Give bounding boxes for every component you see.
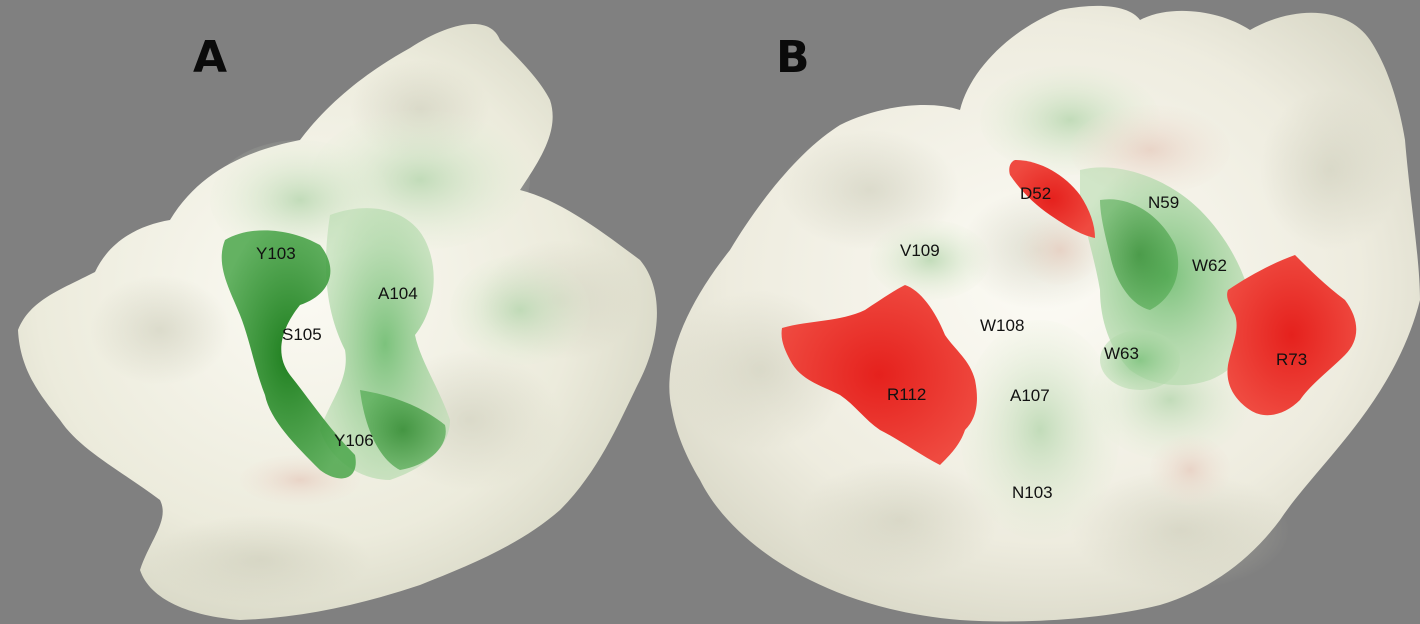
residue-label: R112 bbox=[887, 385, 926, 404]
residue-label: V109 bbox=[900, 241, 940, 260]
panel-a: A Y103 A104 S105 Y106 bbox=[18, 24, 657, 621]
residue-label: S105 bbox=[282, 325, 322, 344]
residue-label: D52 bbox=[1020, 184, 1051, 203]
residue-label: N59 bbox=[1148, 193, 1179, 212]
binding-site-dark-b bbox=[1100, 199, 1179, 310]
residue-label: W62 bbox=[1192, 256, 1227, 275]
charged-patch-r73 bbox=[1227, 255, 1357, 416]
residue-label: Y106 bbox=[334, 431, 374, 450]
panel-letter-b: B bbox=[776, 32, 810, 83]
residue-label: A107 bbox=[1010, 386, 1050, 405]
charged-patch-r112 bbox=[781, 285, 977, 465]
residue-label: R73 bbox=[1276, 350, 1307, 369]
panel-b: B D52 N59 V109 W62 W108 W63 R73 R112 A10… bbox=[669, 5, 1420, 622]
panel-letter-a: A bbox=[193, 32, 227, 83]
binding-site-dark-a bbox=[221, 230, 356, 479]
residue-label: W108 bbox=[980, 316, 1024, 335]
charged-patch-d52 bbox=[1009, 160, 1095, 238]
residue-label: W63 bbox=[1104, 344, 1139, 363]
residue-label: N103 bbox=[1012, 483, 1053, 502]
residue-label: Y103 bbox=[256, 244, 296, 263]
residue-label: A104 bbox=[378, 284, 418, 303]
